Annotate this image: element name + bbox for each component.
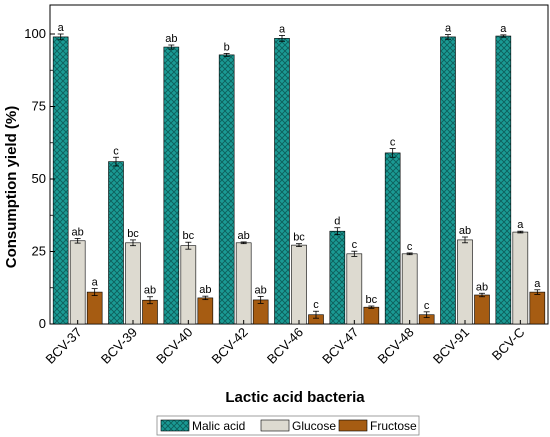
significance-label-fructose-bcv-91: ab: [476, 281, 488, 293]
bar-fructose-bcv-c: [529, 291, 546, 325]
significance-label-malic-acid-bcv-c: a: [500, 23, 507, 35]
bar-glucose-bcv-47: [346, 253, 363, 325]
x-tick-label-bcv-39: BCV-39: [98, 325, 140, 367]
y-axis: 0 25 50 75 100: [24, 26, 55, 331]
x-tick-label-bcv-91: BCV-91: [430, 325, 472, 367]
legend-label-malic-acid: Malic acid: [192, 419, 245, 433]
bar-glucose-bcv-40: [180, 245, 197, 325]
x-tick-label-bcv-48: BCV-48: [374, 325, 416, 367]
significance-label-glucose-bcv-48: c: [407, 241, 413, 253]
significance-label-fructose-bcv-46: c: [313, 299, 319, 311]
x-axis-title: Lactic acid bacteria: [225, 389, 365, 406]
significance-label-fructose-bcv-39: ab: [144, 285, 156, 297]
significance-label-malic-acid-bcv-37: a: [58, 22, 65, 34]
legend-swatch-fructose: [338, 419, 368, 432]
bar-malic-acid-bcv-42: [218, 54, 235, 325]
y-tick-label-50: 50: [32, 171, 46, 186]
y-tick-label-0: 0: [39, 316, 46, 331]
significance-label-malic-acid-bcv-40: ab: [165, 33, 177, 45]
legend-label-fructose: Fructose: [370, 419, 417, 433]
significance-label-glucose-bcv-37: ab: [72, 226, 84, 238]
significance-label-glucose-bcv-c: a: [517, 219, 524, 231]
y-tick-label-100: 100: [24, 26, 46, 41]
significance-label-glucose-bcv-40: bc: [183, 230, 195, 242]
x-tick-label-bcv-46: BCV-46: [264, 325, 306, 367]
x-tick-label-bcv-47: BCV-47: [319, 325, 361, 367]
bar-fructose-bcv-37: [86, 291, 103, 325]
x-tick-label-bcv-40: BCV-40: [153, 325, 195, 367]
significance-label-glucose-bcv-42: ab: [238, 230, 250, 242]
y-tick-label-25: 25: [32, 244, 46, 259]
bar-malic-acid-bcv-46: [274, 38, 290, 325]
bar-malic-acid-bcv-47: [329, 230, 346, 325]
significance-label-malic-acid-bcv-48: c: [390, 137, 396, 149]
significance-label-malic-acid-bcv-42: b: [224, 41, 230, 53]
bar-glucose-bcv-42: [235, 242, 252, 325]
bar-malic-acid-bcv-40: [163, 46, 180, 325]
y-axis-title: Consumption yield (%): [3, 106, 20, 269]
bar-malic-acid-bcv-37: [52, 36, 69, 325]
significance-label-glucose-bcv-91: ab: [459, 225, 471, 237]
plot-area: aabacbcababbcabbabababccdcbccccaababaaa …: [24, 4, 549, 367]
x-axis: BCV-37 BCV-39 BCV-40 BCV-42 BCV-46 BCV-47 BCV-…: [42, 320, 527, 367]
significance-label-fructose-bcv-42: ab: [255, 284, 267, 296]
legend-swatch-glucose: [260, 419, 290, 432]
legend-label-glucose: Glucose: [292, 419, 336, 433]
bar-malic-acid-bcv-39: [108, 161, 124, 325]
legend: Malic acid Glucose Fructose: [156, 415, 420, 436]
bar-malic-acid-bcv-91: [440, 36, 456, 325]
bar-malic-acid-bcv-48: [384, 152, 401, 325]
significance-label-malic-acid-bcv-47: d: [334, 216, 340, 228]
significance-label-fructose-bcv-c: a: [534, 278, 541, 290]
bar-fructose-bcv-91: [474, 294, 490, 325]
significance-label-malic-acid-bcv-39: c: [113, 145, 119, 157]
significance-label-fructose-bcv-47: bc: [366, 294, 378, 306]
significance-label-malic-acid-bcv-91: a: [445, 23, 452, 35]
y-tick-label-75: 75: [32, 99, 46, 114]
bar-glucose-bcv-c: [512, 231, 529, 325]
significance-label-glucose-bcv-46: bc: [293, 232, 305, 244]
bar-glucose-bcv-91: [457, 239, 473, 325]
significance-label-fructose-bcv-40: ab: [199, 284, 211, 296]
significance-label-fructose-bcv-37: a: [92, 277, 99, 289]
bar-glucose-bcv-37: [69, 240, 86, 325]
legend-swatch-malic-acid: [160, 419, 190, 432]
significance-label-glucose-bcv-39: bc: [127, 228, 139, 240]
x-tick-label-bcv-c: BCV-C: [489, 325, 528, 364]
significance-label-fructose-bcv-48: c: [424, 300, 430, 312]
x-tick-label-bcv-37: BCV-37: [42, 325, 84, 367]
significance-label-malic-acid-bcv-46: a: [279, 23, 286, 35]
bar-glucose-bcv-48: [401, 253, 418, 325]
bar-malic-acid-bcv-c: [495, 35, 512, 325]
bar-fructose-bcv-40: [197, 297, 214, 325]
bar-glucose-bcv-39: [125, 242, 141, 325]
x-tick-label-bcv-42: BCV-42: [208, 325, 250, 367]
bar-fructose-bcv-47: [363, 306, 380, 325]
bar-glucose-bcv-46: [291, 244, 307, 325]
significance-label-glucose-bcv-47: c: [352, 239, 358, 251]
